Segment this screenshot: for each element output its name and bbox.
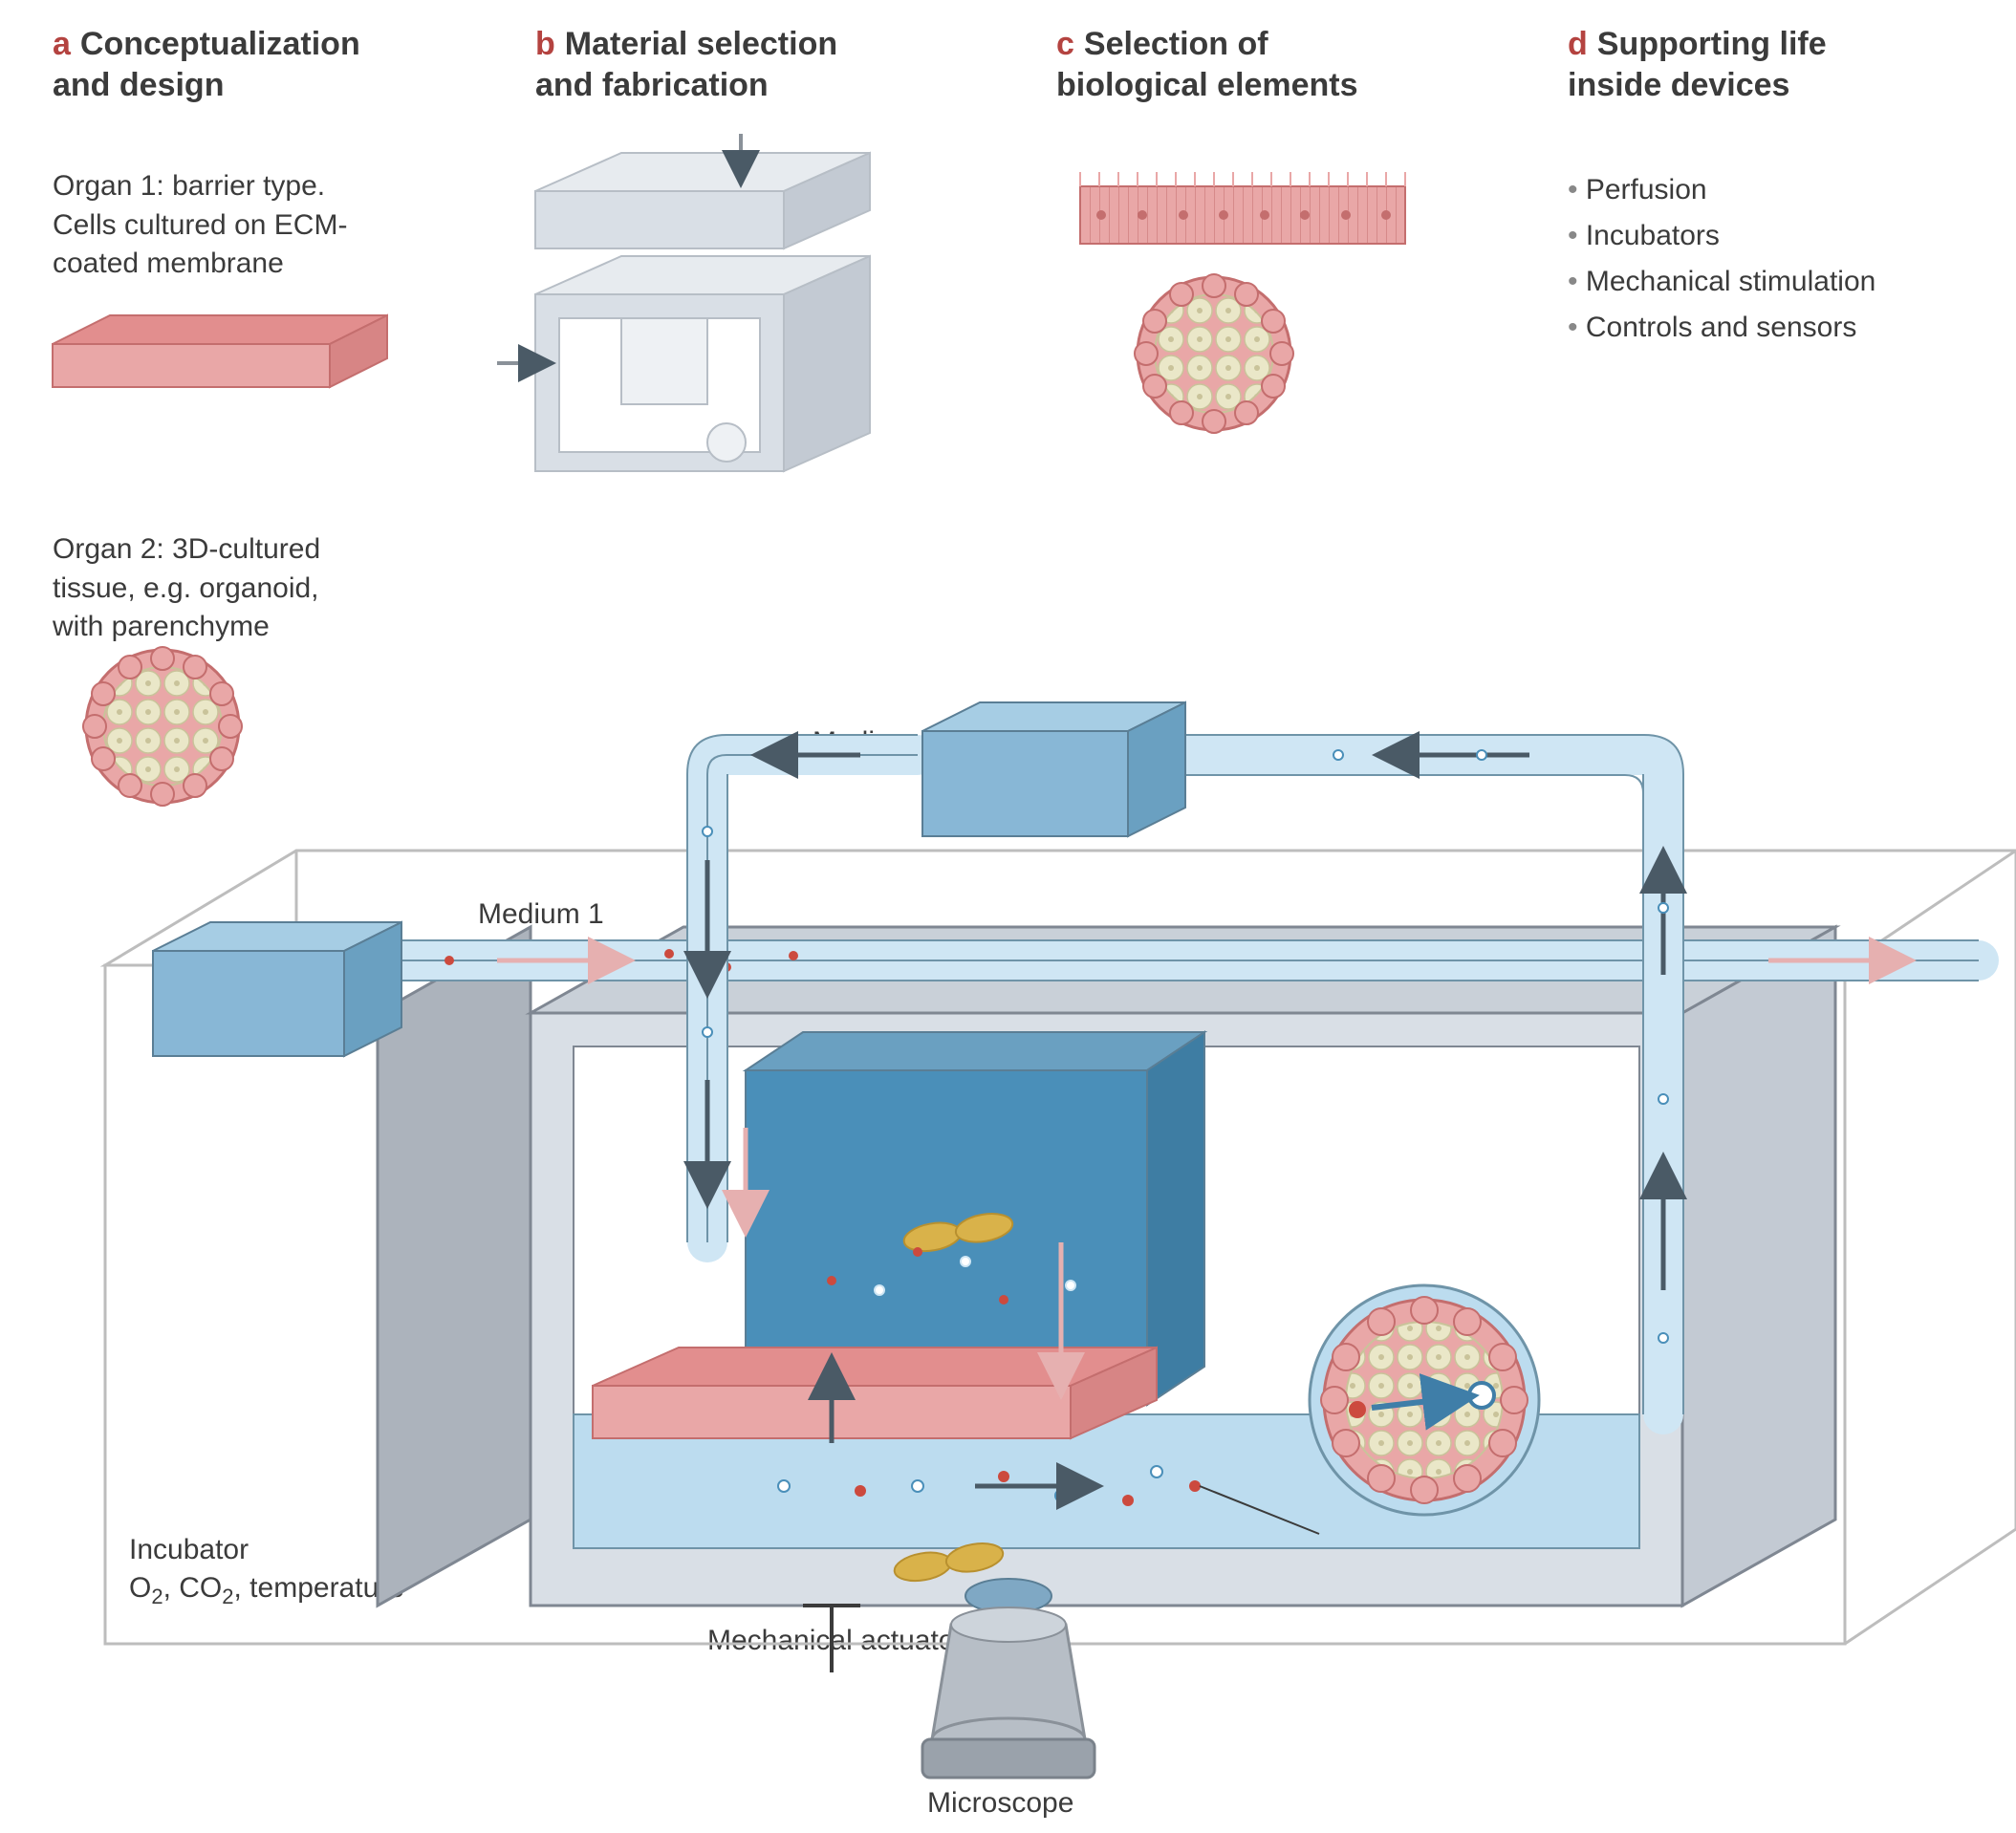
pump1-box bbox=[153, 922, 401, 1056]
panel-c-organoid-icon bbox=[1135, 274, 1293, 433]
pump2-box bbox=[922, 702, 1185, 836]
panel-c-epithelium-icon bbox=[1080, 172, 1405, 244]
tube-medium1 bbox=[344, 940, 1979, 981]
microscope-icon bbox=[922, 1579, 1095, 1778]
device-organoid bbox=[1310, 1285, 1539, 1515]
main-diagram bbox=[0, 0, 2016, 1833]
panel-a-organoid-icon bbox=[83, 647, 242, 806]
device-body bbox=[378, 927, 1835, 1606]
panel-a-membrane-icon bbox=[53, 315, 387, 387]
panel-b-device-icon bbox=[497, 134, 870, 471]
mech-actuator-mark bbox=[803, 1606, 860, 1672]
device-membrane bbox=[593, 1348, 1157, 1438]
